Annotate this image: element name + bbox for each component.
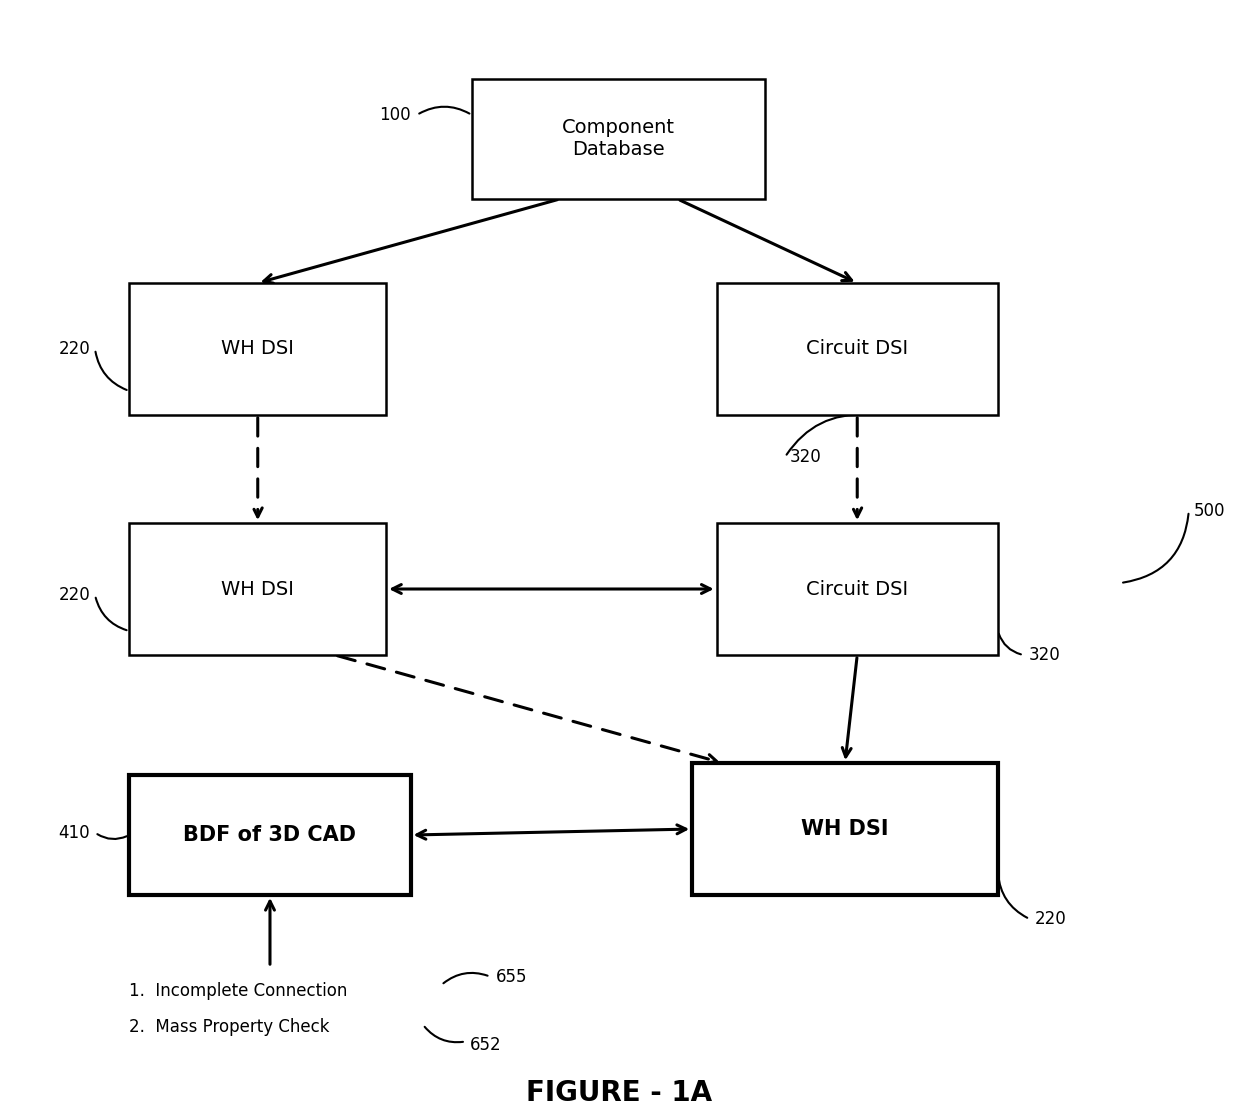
- Text: 410: 410: [58, 824, 91, 842]
- Text: Circuit DSI: Circuit DSI: [806, 579, 908, 598]
- FancyBboxPatch shape: [472, 79, 765, 199]
- Text: 100: 100: [379, 106, 410, 124]
- FancyBboxPatch shape: [717, 523, 998, 655]
- Text: FIGURE - 1A: FIGURE - 1A: [526, 1079, 712, 1107]
- Text: 320: 320: [790, 448, 822, 466]
- Text: 320: 320: [1028, 646, 1060, 664]
- Text: 1.  Incomplete Connection: 1. Incomplete Connection: [129, 982, 347, 999]
- Text: 220: 220: [58, 586, 91, 604]
- Text: BDF of 3D CAD: BDF of 3D CAD: [184, 825, 356, 845]
- FancyBboxPatch shape: [717, 283, 998, 415]
- Text: Component
Database: Component Database: [562, 119, 675, 160]
- FancyBboxPatch shape: [129, 283, 386, 415]
- Text: Circuit DSI: Circuit DSI: [806, 340, 908, 359]
- FancyBboxPatch shape: [129, 523, 386, 655]
- Text: 655: 655: [496, 968, 528, 986]
- FancyBboxPatch shape: [692, 762, 998, 896]
- Text: 652: 652: [470, 1036, 501, 1054]
- Text: 500: 500: [1194, 502, 1225, 520]
- Text: WH DSI: WH DSI: [221, 579, 294, 598]
- Text: 220: 220: [58, 340, 91, 358]
- Text: 2.  Mass Property Check: 2. Mass Property Check: [129, 1018, 330, 1036]
- Text: WH DSI: WH DSI: [221, 340, 294, 359]
- FancyBboxPatch shape: [129, 775, 410, 896]
- Text: 220: 220: [1034, 910, 1066, 928]
- Text: WH DSI: WH DSI: [801, 819, 889, 838]
